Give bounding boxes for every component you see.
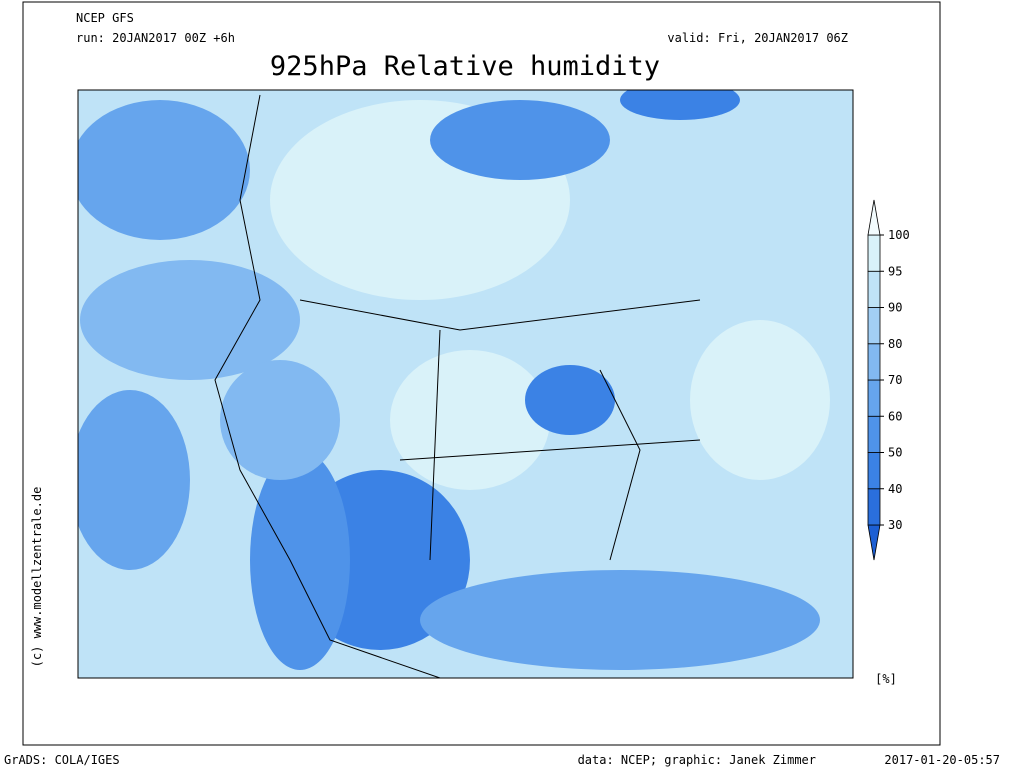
colorbar-band <box>867 343 881 381</box>
colorbar: 30 40 50 60 70 80 90 95 100 <box>867 199 910 561</box>
humidity-area <box>420 570 820 670</box>
colorbar-band <box>867 452 881 490</box>
colorbar-band <box>867 234 881 272</box>
model-label: NCEP GFS <box>76 11 134 25</box>
humidity-area <box>525 365 615 435</box>
software-credit: GrADS: COLA/IGES <box>4 753 120 767</box>
humidity-area <box>250 450 350 670</box>
unit-label: [%] <box>875 672 897 686</box>
humidity-area <box>620 90 740 120</box>
humidity-area <box>80 260 300 380</box>
humidity-area <box>430 100 610 180</box>
colorbar-band <box>867 415 881 453</box>
colorbar-tick-label: 100 <box>888 228 910 242</box>
colorbar-end <box>867 199 881 236</box>
valid-label: valid: Fri, 20JAN2017 06Z <box>667 31 848 45</box>
colorbar-tick-label: 95 <box>888 264 902 278</box>
boundary-lines <box>214 94 701 678</box>
colorbar-tick-label: 50 <box>888 446 902 460</box>
source-credit: data: NCEP; graphic: Janek Zimmer <box>578 753 816 767</box>
colorbar-band <box>867 379 881 417</box>
colorbar-end <box>867 524 881 561</box>
timestamp: 2017-01-20-05:57 <box>884 753 1000 767</box>
colorbar-tick-label: 40 <box>888 482 902 496</box>
colorbar-tick-label: 70 <box>888 373 902 387</box>
humidity-area <box>220 360 340 480</box>
frame <box>22 1 941 746</box>
humidity-area <box>78 390 190 570</box>
humidity-area <box>690 320 830 480</box>
map <box>77 89 854 679</box>
colorbar-band <box>867 307 881 345</box>
colorbar-band <box>867 488 881 526</box>
colorbar-tick-label: 80 <box>888 337 902 351</box>
run-label: run: 20JAN2017 00Z +6h <box>76 31 235 45</box>
humidity-area <box>390 350 550 490</box>
colorbar-tick-label: 30 <box>888 518 902 532</box>
copyright: (c) www.modellzentrale.de <box>30 487 44 668</box>
colorbar-tick-label: 90 <box>888 301 902 315</box>
humidity-area <box>78 100 250 240</box>
colorbar-band <box>867 270 881 308</box>
map-title: 925hPa Relative humidity <box>270 51 660 82</box>
colorbar-tick-label: 60 <box>888 409 902 423</box>
map-border <box>77 89 854 679</box>
